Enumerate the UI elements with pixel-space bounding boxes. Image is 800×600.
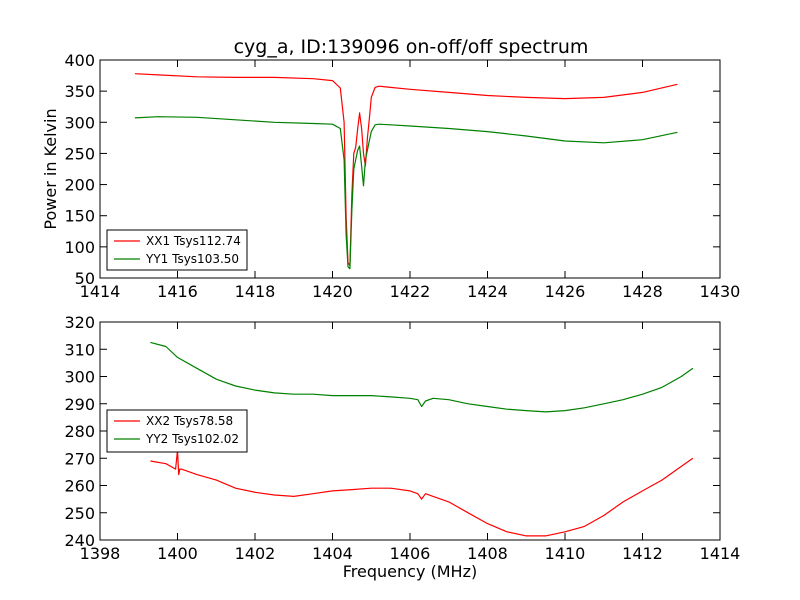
top-y-axis-label: Power in Kelvin bbox=[41, 108, 60, 229]
bottom-legend-box bbox=[106, 409, 248, 453]
top-panel: 1414 1416 1418 1420 1422 1424 1426 1428 1430 50 10… bbox=[41, 51, 740, 301]
figure-title: cyg_a, ID:139096 on-off/off spectrum bbox=[234, 36, 589, 58]
bottom-x-tick-label: 1414 bbox=[700, 544, 741, 563]
top-x-tick-label: 1416 bbox=[157, 282, 198, 301]
top-y-tick-label: 400 bbox=[64, 51, 95, 70]
bottom-x-tick-label: 1398 bbox=[80, 544, 121, 563]
top-y-tick-label: 150 bbox=[64, 207, 95, 226]
bottom-x-tick-label: 1404 bbox=[312, 544, 353, 563]
bottom-y-tick-label: 270 bbox=[64, 449, 95, 468]
top-y-tick-label: 50 bbox=[75, 269, 95, 288]
bottom-y-tick-label: 300 bbox=[64, 368, 95, 387]
top-legend-box bbox=[106, 229, 248, 271]
bottom-panel: 1398 1400 1402 1404 1406 1408 1410 1412 1414 240 2… bbox=[64, 313, 740, 581]
top-series-line-yy bbox=[134, 116, 678, 270]
bottom-series-line-yy bbox=[150, 341, 694, 413]
bottom-x-tick-label: 1402 bbox=[235, 544, 276, 563]
top-x-tick-label: 1420 bbox=[312, 282, 353, 301]
top-x-tick-label: 1414 bbox=[80, 282, 121, 301]
bottom-x-tick-label: 1412 bbox=[622, 544, 663, 563]
bottom-series-line-xx bbox=[150, 449, 694, 537]
bottom-legend-label: YY2 Tsys102.02 bbox=[145, 432, 239, 446]
bottom-y-tick-label: 290 bbox=[64, 395, 95, 414]
top-legend-label: XX1 Tsys112.74 bbox=[146, 234, 241, 248]
top-x-tick-label: 1428 bbox=[622, 282, 663, 301]
top-x-tick-label: 1424 bbox=[467, 282, 508, 301]
top-x-tick-label: 1422 bbox=[390, 282, 431, 301]
bottom-y-tick-label: 280 bbox=[64, 422, 95, 441]
top-y-tick-label: 300 bbox=[64, 113, 95, 132]
bottom-y-tick-label: 320 bbox=[64, 313, 95, 332]
bottom-y-tick-label: 260 bbox=[64, 477, 95, 496]
top-legend-label: YY1 Tsys103.50 bbox=[145, 252, 239, 266]
top-x-tick-label: 1418 bbox=[235, 282, 276, 301]
top-y-tick-label: 100 bbox=[64, 238, 95, 257]
bottom-x-tick-label: 1406 bbox=[390, 544, 431, 563]
bottom-y-tick-label: 310 bbox=[64, 340, 95, 359]
bottom-legend-label: XX2 Tsys78.58 bbox=[146, 414, 233, 428]
bottom-x-tick-label: 1400 bbox=[157, 544, 198, 563]
top-y-tick-label: 350 bbox=[64, 82, 95, 101]
top-x-tick-label: 1426 bbox=[545, 282, 586, 301]
top-y-tick-label: 250 bbox=[64, 144, 95, 163]
bottom-y-tick-label: 240 bbox=[64, 531, 95, 550]
bottom-x-tick-label: 1410 bbox=[545, 544, 586, 563]
bottom-y-tick-label: 250 bbox=[64, 504, 95, 523]
top-series-line-xx bbox=[134, 73, 678, 267]
bottom-x-axis-label: Frequency (MHz) bbox=[343, 562, 477, 581]
top-x-tick-label: 1430 bbox=[700, 282, 741, 301]
bottom-x-tick-label: 1408 bbox=[467, 544, 508, 563]
top-y-tick-label: 200 bbox=[64, 176, 95, 195]
